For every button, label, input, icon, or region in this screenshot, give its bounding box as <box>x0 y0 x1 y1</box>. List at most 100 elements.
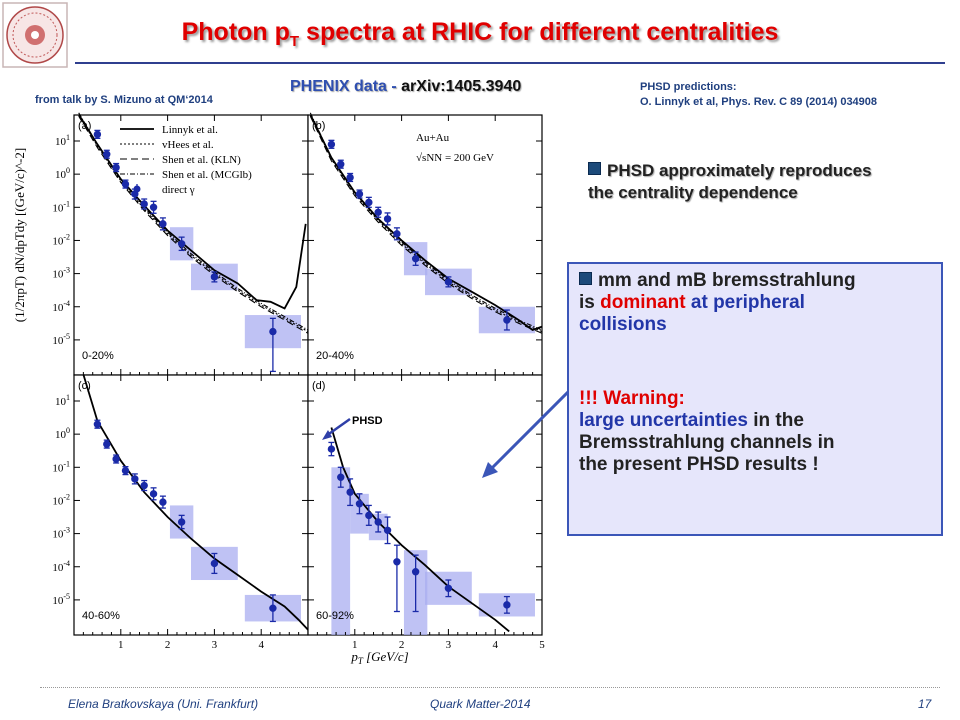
phsd-arrowhead <box>322 430 332 440</box>
phsd-predictions-reference: PHSD predictions: O. Linnyk et al, Phys.… <box>640 81 878 108</box>
warning-heading: !!! Warning: <box>579 388 685 409</box>
panel-letter: (c) <box>78 380 91 392</box>
data-point <box>393 230 401 238</box>
data-point <box>411 568 420 576</box>
x-axis-label: pT [GeV/c] <box>350 649 408 666</box>
collision-label: Au+Au <box>416 132 450 144</box>
panel-letter: (a) <box>78 120 91 132</box>
data-point <box>112 455 120 463</box>
x-tick-label: 3 <box>446 639 452 651</box>
phsd-arrow-label: PHSD <box>352 415 383 427</box>
y-tick-label: 10-3 <box>52 266 70 281</box>
data-point <box>159 498 167 506</box>
data-point <box>210 273 219 281</box>
bullet-box-icon <box>579 272 592 285</box>
y-tick-label: 101 <box>55 393 70 408</box>
x-tick-label: 3 <box>212 639 218 651</box>
arxiv-reference: arXiv:1405.3940 <box>401 78 522 95</box>
data-point <box>365 511 373 520</box>
data-point <box>327 140 336 149</box>
y-tick-label: 101 <box>55 133 70 148</box>
centrality-label: 0-20% <box>82 350 114 362</box>
x-tick-label: 4 <box>492 639 498 651</box>
data-point <box>383 215 392 223</box>
curve-linnyk-phsd <box>82 374 309 631</box>
panel-a: (a) 0-20% <box>73 112 309 376</box>
legend-label: Linnyk et al. <box>162 124 218 136</box>
phenix-data-label: PHENIX data - arXiv:1405.3940 <box>290 78 522 95</box>
centrality-label: 20-40% <box>316 350 354 362</box>
y-tick-label: 10-5 <box>52 592 70 607</box>
y-tick-label: 10-5 <box>52 332 70 347</box>
data-point <box>210 559 219 568</box>
data-point <box>177 518 186 526</box>
y-tick-label: 10-1 <box>52 459 70 474</box>
data-point <box>140 200 148 208</box>
x-tick-label: 5 <box>539 639 545 651</box>
data-point <box>149 490 158 498</box>
legend-label: direct γ <box>162 184 195 196</box>
data-point <box>365 198 373 207</box>
x-tick-label: 2 <box>399 639 405 651</box>
footer-conference: Quark Matter-2014 <box>430 697 531 711</box>
y-tick-label: 10-3 <box>52 526 70 541</box>
slide-title: Photon pT spectra at RHIC for different … <box>181 18 779 50</box>
energy-label: √sNN = 200 GeV <box>416 152 494 164</box>
data-point <box>103 150 111 158</box>
data-point <box>121 180 130 188</box>
curve-shen-kln <box>78 115 309 334</box>
legend-label: Shen et al. (MCGlb) <box>162 169 252 181</box>
y-tick-label: 10-2 <box>52 492 70 507</box>
data-point <box>355 190 364 198</box>
y-tick-label: 100 <box>55 426 70 441</box>
y-tick-label: 100 <box>55 166 70 181</box>
data-point <box>269 604 277 612</box>
footer-rule <box>40 687 940 688</box>
data-point <box>131 475 139 483</box>
data-point <box>411 254 420 263</box>
legend-label: Shen et al. (KLN) <box>162 154 241 166</box>
panel-b: (b) 20-40% <box>307 112 543 376</box>
data-point <box>355 500 364 508</box>
data-point <box>393 558 401 566</box>
y-tick-label: 10-1 <box>52 199 70 214</box>
data-point <box>121 466 130 475</box>
curve-shen-kln <box>309 115 543 334</box>
from-talk-note: from talk by S. Mizuno at QM‘2014 <box>35 94 213 106</box>
data-point <box>374 518 382 526</box>
data-point <box>374 208 382 216</box>
x-tick-label: 1 <box>352 639 358 651</box>
centrality-label: 40-60% <box>82 610 120 622</box>
data-point <box>337 473 345 481</box>
panel-frame <box>73 374 309 636</box>
y-tick-label: 10-4 <box>52 299 70 314</box>
panel-d: (d) 60-92% <box>307 374 543 636</box>
data-point <box>93 420 102 428</box>
curve-linnyk-phsd <box>77 114 307 310</box>
data-point <box>177 240 186 248</box>
data-point <box>503 601 511 609</box>
y-tick-label: 10-4 <box>52 559 70 574</box>
bullet-box-icon <box>588 162 601 175</box>
bullet-centrality: PHSD approximately reproduces the centra… <box>588 161 872 202</box>
data-point <box>444 278 453 286</box>
data-point <box>327 445 336 453</box>
data-point <box>269 327 277 336</box>
x-tick-label: 4 <box>258 639 264 651</box>
title-rule <box>75 62 945 64</box>
university-seal-logo <box>2 2 68 68</box>
data-point <box>503 316 511 324</box>
systematic-box <box>331 467 351 635</box>
x-tick-label: 2 <box>165 639 171 651</box>
data-point <box>149 203 158 212</box>
data-point <box>346 488 354 496</box>
footer-author: Elena Bratkovskaya (Uni. Frankfurt) <box>68 697 259 711</box>
info-arrowhead <box>482 462 498 478</box>
panel-letter: (b) <box>312 120 325 132</box>
data-point <box>337 160 345 168</box>
y-tick-label: 10-2 <box>52 232 70 247</box>
y-axis-label: (1/2πpT) dN/dpTdy [(GeV/c)^-2] <box>12 148 27 322</box>
panel-c: (c) 40-60% <box>73 374 309 636</box>
footer-page-number: 17 <box>918 697 932 711</box>
data-point <box>112 163 120 172</box>
